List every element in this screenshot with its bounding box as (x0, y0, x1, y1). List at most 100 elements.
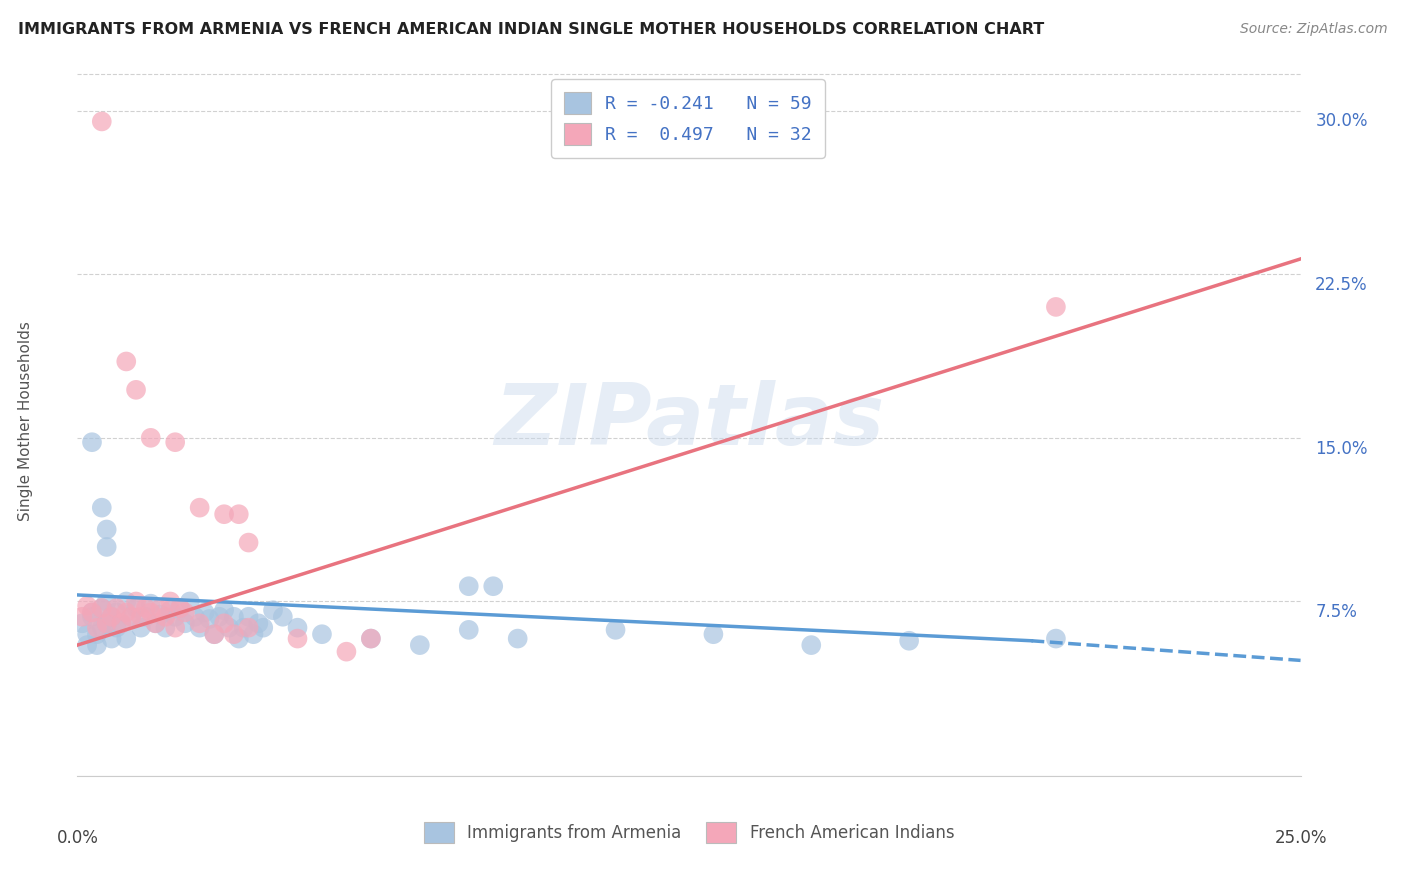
Point (115, 632, 138, 646)
Text: 30.0%: 30.0% (1315, 112, 1368, 130)
Point (238, 535, 260, 549)
Point (96, 616, 118, 631)
Point (90, 601, 112, 615)
Point (139, 606, 162, 620)
Point (139, 597, 162, 611)
Point (222, 627, 245, 641)
Point (212, 507, 235, 521)
Point (271, 609, 294, 624)
Point (188, 621, 211, 635)
Point (360, 632, 382, 646)
Point (100, 609, 122, 624)
Point (202, 627, 225, 641)
Point (90, 601, 112, 615)
Point (135, 609, 157, 624)
Legend: Immigrants from Armenia, French American Indians: Immigrants from Armenia, French American… (418, 815, 960, 849)
Point (188, 616, 211, 631)
Point (159, 603, 181, 617)
Text: 7.5%: 7.5% (1315, 603, 1357, 622)
Point (238, 621, 260, 635)
Point (100, 609, 122, 624)
Point (86, 627, 108, 641)
Text: 25.0%: 25.0% (1274, 830, 1327, 847)
Point (202, 627, 225, 641)
Point (212, 616, 235, 631)
Point (139, 431, 162, 445)
Point (1045, 300, 1067, 314)
Point (125, 594, 148, 608)
Point (129, 609, 152, 624)
Point (135, 601, 157, 615)
Point (287, 632, 309, 646)
Point (100, 632, 122, 646)
Text: 15.0%: 15.0% (1315, 440, 1368, 458)
Point (242, 627, 264, 641)
Text: 22.5%: 22.5% (1315, 277, 1368, 294)
Point (247, 616, 270, 631)
Point (96, 523, 118, 537)
Point (360, 632, 382, 646)
Point (228, 632, 250, 646)
Point (145, 616, 167, 631)
Point (149, 601, 172, 615)
Point (165, 435, 187, 450)
Point (105, 606, 128, 620)
Point (311, 627, 333, 641)
Point (80, 606, 103, 620)
Point (76, 599, 98, 613)
Point (96, 616, 118, 631)
Point (105, 621, 128, 635)
Point (174, 616, 197, 631)
Point (129, 621, 152, 635)
Point (222, 609, 245, 624)
Point (80, 606, 103, 620)
Point (174, 606, 197, 620)
Point (262, 603, 284, 617)
Point (1045, 632, 1067, 646)
Point (76, 638, 98, 652)
Point (193, 606, 215, 620)
Point (212, 603, 235, 617)
Point (506, 632, 529, 646)
Point (80, 435, 103, 450)
Point (165, 621, 187, 635)
Text: Source: ZipAtlas.com: Source: ZipAtlas.com (1240, 22, 1388, 37)
Point (90, 621, 112, 635)
Point (208, 609, 231, 624)
Text: 0.0%: 0.0% (56, 830, 98, 847)
Point (90, 114, 112, 128)
Point (115, 354, 138, 368)
Point (86, 621, 108, 635)
Point (188, 500, 211, 515)
Point (120, 609, 142, 624)
Point (105, 601, 128, 615)
Point (179, 594, 201, 608)
Point (218, 621, 240, 635)
Point (457, 623, 479, 637)
Point (155, 621, 177, 635)
Text: IMMIGRANTS FROM ARMENIA VS FRENCH AMERICAN INDIAN SINGLE MOTHER HOUSEHOLDS CORRE: IMMIGRANTS FROM ARMENIA VS FRENCH AMERIC… (18, 22, 1045, 37)
Point (115, 606, 138, 620)
Point (482, 579, 505, 593)
Point (115, 594, 138, 608)
Point (159, 594, 181, 608)
Point (169, 601, 191, 615)
Point (238, 609, 260, 624)
Text: ZIPatlas: ZIPatlas (494, 380, 884, 463)
Point (228, 507, 250, 521)
Point (198, 612, 221, 626)
Point (120, 609, 142, 624)
Point (165, 609, 187, 624)
Point (155, 609, 177, 624)
Point (232, 621, 254, 635)
Point (287, 621, 309, 635)
Point (898, 633, 921, 648)
Point (605, 623, 627, 637)
Point (145, 616, 167, 631)
Point (184, 609, 207, 624)
Point (110, 616, 132, 631)
Point (96, 540, 118, 554)
Point (149, 607, 172, 622)
Point (76, 627, 98, 641)
Point (70, 609, 93, 624)
